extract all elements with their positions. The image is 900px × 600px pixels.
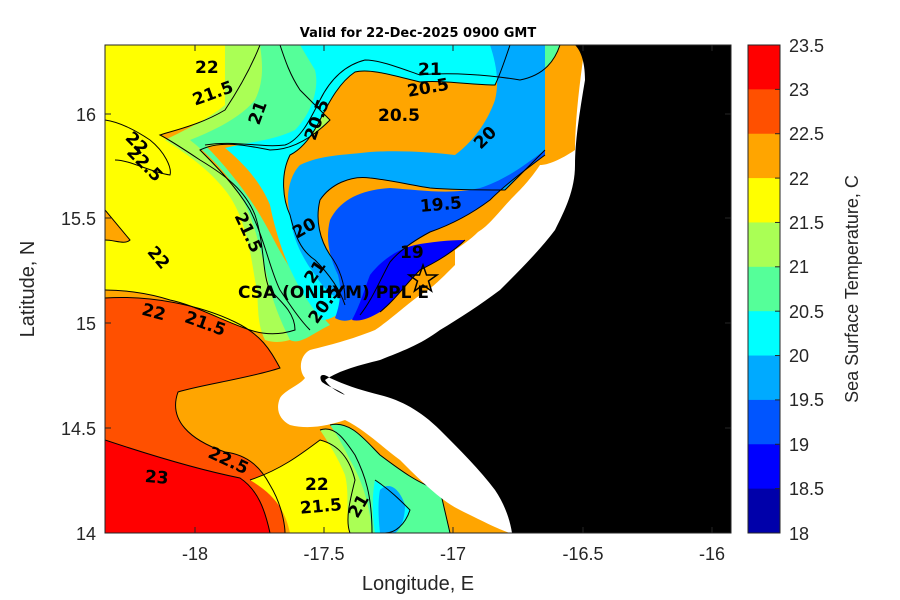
colorbar-tick-label: 22.5 [789, 124, 824, 144]
contour-lines [105, 45, 561, 533]
y-tick-label: 15 [76, 314, 96, 334]
contour-label: 22 [195, 58, 219, 78]
sst-band-18.5-19 [352, 240, 465, 321]
map-frame [104, 44, 732, 534]
y-tick-label: 14 [76, 524, 96, 544]
colorbar-band [748, 266, 780, 312]
map-title: Valid for 22-Dec-2025 0900 GMT [300, 26, 537, 41]
y-tick-label: 14.5 [61, 419, 96, 439]
colorbar-tick-label: 23 [789, 80, 809, 100]
colorbar-label: Sea Surface Temperature, C [842, 175, 862, 403]
colorbar-band [748, 222, 780, 268]
colorbar-tick-label: 19 [789, 435, 809, 455]
colorbar-frame [747, 44, 781, 534]
sst-band-20.5-21-south [330, 424, 450, 533]
sst-band-21-21.5-south [320, 429, 372, 533]
sst-band-20.5-21 [190, 45, 560, 342]
colorbar-band [748, 444, 780, 490]
colorbar-band [748, 133, 780, 179]
contour-label: 19 [400, 243, 424, 263]
colorbar-band [748, 488, 780, 534]
x-tick-label: -17.5 [303, 544, 344, 564]
colorbar-tick-label: 20.5 [789, 302, 824, 322]
colorbar-band [748, 178, 780, 223]
sst-band-21.5-22-south [250, 440, 355, 533]
x-axis [194, 45, 713, 533]
map-area [105, 45, 731, 533]
sst-band-21.5-22 [105, 45, 295, 334]
colorbar-band [748, 89, 780, 135]
site-label: CSA (ONHYM) PPL E [238, 283, 429, 303]
contour-label: 19.5 [419, 193, 463, 217]
contour-label: 21.5 [299, 495, 343, 519]
colorbar-tick-label: 19.5 [789, 390, 824, 410]
sst-band-23-23.5 [105, 440, 270, 533]
sst-band-19.5-20 [288, 45, 545, 300]
x-tick-label: -16 [699, 544, 725, 564]
contour-label: 22 [305, 475, 329, 495]
sst-band-19.5-20-south [378, 485, 405, 533]
y-tick-label: 15.5 [61, 209, 96, 229]
y-tick-label: 16 [76, 105, 96, 125]
colorbar-ticks: 23.5 23 22.5 22 21.5 21 20.5 20 19.5 19 … [789, 36, 824, 544]
colorbar-tick-label: 23.5 [789, 36, 824, 56]
land-mass[interactable] [320, 45, 731, 533]
colorbar-tick-label: 22 [789, 169, 809, 189]
colorbar-tick-label: 18.5 [789, 479, 824, 499]
colorbar-tick-label: 21.5 [789, 213, 824, 233]
colorbar-tick-label: 18 [789, 524, 809, 544]
x-axis-label: Longitude, E [362, 573, 474, 595]
sst-band-19-19.5 [327, 150, 545, 321]
colorbar-tick-label: 20 [789, 346, 809, 366]
x-tick-label: -16.5 [562, 544, 603, 564]
colorbar [748, 44, 780, 534]
colorbar-band [748, 355, 780, 401]
x-tick-label: -17 [440, 544, 466, 564]
sst-band-20-20.5 [225, 45, 510, 320]
contour-label: 23 [144, 467, 169, 489]
colorbar-band [748, 311, 780, 357]
colorbar-tick-label: 21 [789, 257, 809, 277]
star-icon[interactable] [406, 262, 440, 293]
contour-label: 20.5 [378, 106, 420, 126]
y-axis-label: Latitude, N [17, 241, 39, 338]
colorbar-band [748, 399, 780, 445]
contour-label: 21 [418, 60, 442, 80]
colorbar-band [748, 45, 780, 90]
y-axis [105, 113, 731, 534]
x-tick-label: -18 [182, 544, 208, 564]
